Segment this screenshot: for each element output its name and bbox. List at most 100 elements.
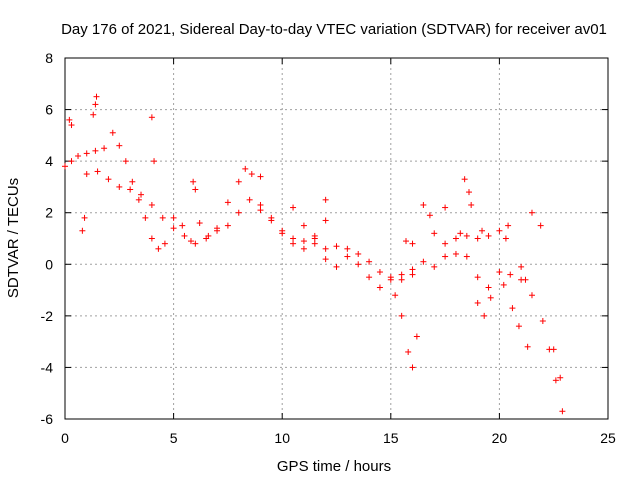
- data-point: [242, 165, 249, 172]
- data-point: [290, 204, 297, 211]
- data-point: [344, 253, 351, 260]
- y-axis-label: SDTVAR / TECUs: [5, 178, 22, 298]
- data-point: [502, 235, 509, 242]
- data-point: [559, 408, 566, 415]
- data-point: [431, 263, 438, 270]
- data-point: [155, 245, 162, 252]
- data-point: [333, 243, 340, 250]
- data-point: [148, 235, 155, 242]
- data-point: [116, 183, 123, 190]
- data-point: [479, 227, 486, 234]
- data-point: [94, 168, 101, 175]
- data-point: [127, 186, 134, 193]
- data-point: [474, 299, 481, 306]
- data-point: [474, 274, 481, 281]
- y-tick-label: -4: [41, 359, 54, 375]
- data-point: [485, 284, 492, 291]
- data-point: [181, 232, 188, 239]
- data-point: [481, 312, 488, 319]
- data-point: [522, 276, 529, 283]
- data-point: [398, 271, 405, 278]
- axis-ticks: 0 5 10 15 20 25 -6 -4 -2 0 2 4 6 8: [41, 50, 616, 446]
- data-point: [257, 201, 264, 208]
- data-point: [405, 348, 412, 355]
- data-point: [322, 217, 329, 224]
- data-point: [507, 271, 514, 278]
- data-point: [224, 222, 231, 229]
- data-point: [528, 209, 535, 216]
- data-point: [515, 323, 522, 330]
- y-tick-label: 6: [45, 102, 53, 118]
- data-point: [524, 343, 531, 350]
- data-point: [496, 227, 503, 234]
- data-point: [333, 263, 340, 270]
- data-point: [409, 364, 416, 371]
- data-point: [442, 240, 449, 247]
- data-point: [322, 245, 329, 252]
- data-point: [557, 374, 564, 381]
- data-point: [161, 240, 168, 247]
- data-point: [496, 269, 503, 276]
- data-point: [246, 196, 253, 203]
- plot-area: [64, 57, 609, 420]
- data-point: [398, 276, 405, 283]
- data-point: [463, 253, 470, 260]
- data-point: [151, 158, 158, 165]
- data-point: [509, 305, 516, 312]
- data-point: [203, 235, 210, 242]
- data-point: [366, 258, 373, 265]
- data-point: [192, 240, 199, 247]
- x-tick-label: 20: [492, 430, 508, 446]
- data-point: [109, 129, 116, 136]
- data-point: [75, 152, 82, 159]
- data-point: [290, 240, 297, 247]
- data-point: [376, 269, 383, 276]
- data-point: [398, 312, 405, 319]
- data-point: [431, 230, 438, 237]
- data-point: [550, 346, 557, 353]
- data-point: [403, 238, 410, 245]
- data-point: [409, 266, 416, 273]
- data-point: [468, 201, 475, 208]
- x-tick-label: 25: [600, 430, 616, 446]
- x-axis-label: GPS time / hours: [277, 458, 391, 475]
- data-point: [90, 111, 97, 118]
- data-point: [142, 214, 149, 221]
- data-point: [148, 114, 155, 121]
- data-point: [474, 235, 481, 242]
- data-point: [116, 142, 123, 149]
- data-point: [442, 204, 449, 211]
- y-tick-label: 8: [45, 50, 53, 66]
- data-point: [68, 158, 75, 165]
- data-point: [190, 178, 197, 185]
- data-point: [224, 199, 231, 206]
- data-point: [452, 250, 459, 257]
- y-tick-label: -2: [41, 308, 54, 324]
- data-point: [214, 227, 221, 234]
- data-point: [300, 245, 307, 252]
- y-tick-label: 4: [45, 153, 53, 169]
- data-point: [79, 227, 86, 234]
- data-point: [148, 201, 155, 208]
- data-point: [122, 158, 129, 165]
- data-point: [93, 93, 100, 100]
- data-point: [413, 333, 420, 340]
- data-point: [518, 263, 525, 270]
- data-point: [248, 171, 255, 178]
- data-point: [192, 186, 199, 193]
- data-point: [426, 212, 433, 219]
- data-point: [311, 240, 318, 247]
- data-point: [387, 276, 394, 283]
- data-point: [539, 318, 546, 325]
- data-point: [257, 173, 264, 180]
- data-point: [83, 171, 90, 178]
- data-point: [409, 271, 416, 278]
- data-point: [268, 217, 275, 224]
- data-point: [235, 209, 242, 216]
- data-point: [376, 284, 383, 291]
- data-point: [442, 253, 449, 260]
- data-point: [463, 232, 470, 239]
- data-point: [452, 235, 459, 242]
- data-point: [279, 230, 286, 237]
- chart-title: Day 176 of 2021, Sidereal Day-to-day VTE…: [61, 21, 607, 38]
